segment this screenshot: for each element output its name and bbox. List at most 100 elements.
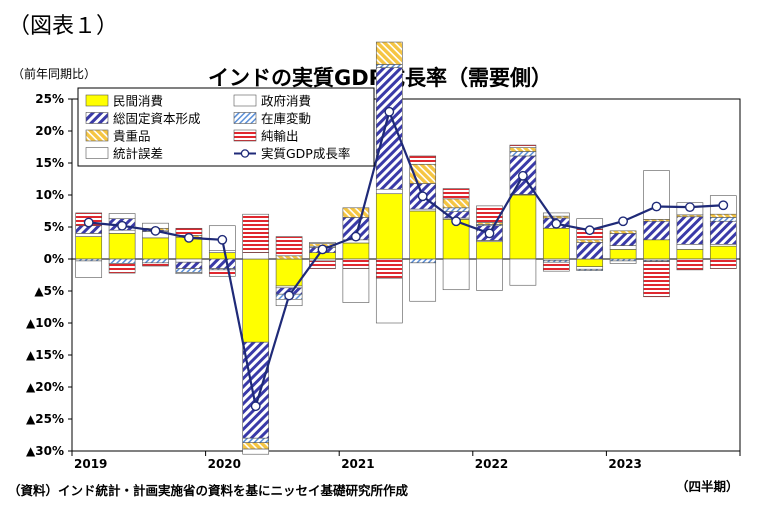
- bar-segment: [709, 217, 737, 222]
- gdp-growth-point: [183, 232, 194, 243]
- bar-segment: [509, 258, 537, 286]
- gdp-growth-point: [384, 106, 395, 117]
- bar-segment: [509, 151, 537, 157]
- bar-segment: [242, 258, 270, 343]
- legend-swatch-marker: [240, 149, 250, 158]
- bar-segment: [542, 227, 570, 260]
- legend-label: 実質GDP成長率: [261, 146, 350, 161]
- bar-segment: [342, 242, 370, 260]
- gdp-growth-point: [350, 231, 361, 242]
- bar-segment: [108, 229, 136, 234]
- x-year-label: 2023: [608, 457, 641, 471]
- bar-segment: [108, 233, 136, 260]
- bar-segment: [375, 64, 403, 68]
- y-tick-label: 10%: [35, 188, 64, 202]
- bar-segment: [142, 258, 169, 264]
- y-tick-label: 0%: [44, 252, 64, 266]
- bar-segment: [442, 258, 470, 291]
- bar-segment: [142, 237, 169, 260]
- bar-segment: [275, 236, 303, 257]
- legend-label: 純輸出: [261, 129, 299, 144]
- gdp-growth-point: [718, 200, 729, 211]
- gdp-growth-point: [417, 191, 428, 202]
- legend-label: 貴重品: [113, 129, 151, 144]
- bar-segment: [108, 263, 136, 274]
- legend-swatch: [85, 147, 109, 159]
- gdp-growth-point: [685, 202, 695, 213]
- bar-segment: [509, 147, 537, 152]
- bar-segment: [676, 258, 704, 271]
- bar-segment: [242, 213, 270, 253]
- bar-segment: [576, 258, 604, 267]
- bar-segment: [175, 272, 203, 275]
- bar-segment: [709, 258, 737, 269]
- bar-segment: [75, 236, 103, 260]
- bar-segment: [409, 262, 437, 302]
- bar-segment: [342, 207, 370, 218]
- legend-label: 統計誤差: [113, 146, 163, 161]
- bar-segment: [409, 210, 437, 260]
- y-tick-label: 5%: [44, 220, 64, 234]
- bar-segment: [476, 241, 503, 260]
- bar-segment: [709, 220, 737, 245]
- gdp-growth-point: [484, 228, 495, 239]
- bar-segment: [609, 249, 637, 260]
- bar-segment: [275, 255, 303, 260]
- bar-segment: [576, 242, 604, 260]
- bar-segment: [375, 188, 403, 195]
- bar-segment: [375, 277, 403, 324]
- bar-segment: [542, 212, 570, 217]
- bar-segment: [375, 193, 403, 260]
- legend-swatch: [233, 112, 257, 124]
- bar-segment: [175, 258, 203, 263]
- bar-segment: [442, 188, 470, 200]
- x-year-label: 2020: [208, 457, 241, 471]
- y-tick-label: ▲20%: [26, 380, 64, 394]
- gdp-growth-point: [284, 290, 294, 301]
- bar-segment: [75, 260, 103, 278]
- legend-box: [77, 87, 375, 167]
- gdp-growth-point: [250, 401, 261, 412]
- bar-segment: [542, 261, 570, 272]
- legend-label: 民間消費: [113, 94, 163, 109]
- bar-segment: [342, 258, 370, 269]
- gdp-growth-point: [451, 216, 461, 227]
- bar-segment: [676, 216, 704, 245]
- bar-segment: [643, 170, 670, 220]
- bar-segment: [509, 144, 537, 148]
- gdp-growth-point: [217, 234, 228, 245]
- y-tick-label: 25%: [35, 92, 64, 106]
- gdp-growth-point: [551, 218, 562, 229]
- bar-segment: [75, 233, 103, 237]
- bar-segment: [509, 194, 537, 260]
- gdp-growth-point: [651, 201, 662, 212]
- gdp-growth-line: [88, 108, 724, 407]
- bar-segment: [643, 261, 670, 298]
- bar-segment: [442, 198, 470, 209]
- figure-label: （図表１）: [8, 14, 119, 39]
- gdp-growth-point: [150, 225, 161, 236]
- bar-segment: [309, 260, 336, 269]
- y-tick-label: ▲10%: [26, 316, 64, 330]
- gdp-growth-point: [618, 216, 628, 227]
- bar-segment: [208, 269, 236, 277]
- x-year-label: 2021: [341, 457, 374, 471]
- bar-segment: [108, 258, 136, 264]
- bar-segment: [576, 268, 604, 271]
- legend-label: 政府消費: [261, 94, 311, 109]
- bar-segment: [175, 268, 203, 273]
- legend-swatch: [233, 94, 257, 107]
- bar-segment: [609, 233, 637, 246]
- bar-segment: [576, 266, 604, 270]
- y-tick-label: ▲25%: [26, 412, 64, 426]
- bar-segment: [476, 205, 503, 223]
- bar-segment: [609, 260, 637, 264]
- bar-segment: [609, 230, 637, 234]
- bar-segment: [242, 437, 270, 443]
- bar-segment: [709, 245, 737, 260]
- bar-segment: [175, 261, 203, 269]
- legend-label: 在庫変動: [261, 111, 311, 126]
- bar-segment: [609, 245, 637, 250]
- bar-segment: [476, 258, 503, 291]
